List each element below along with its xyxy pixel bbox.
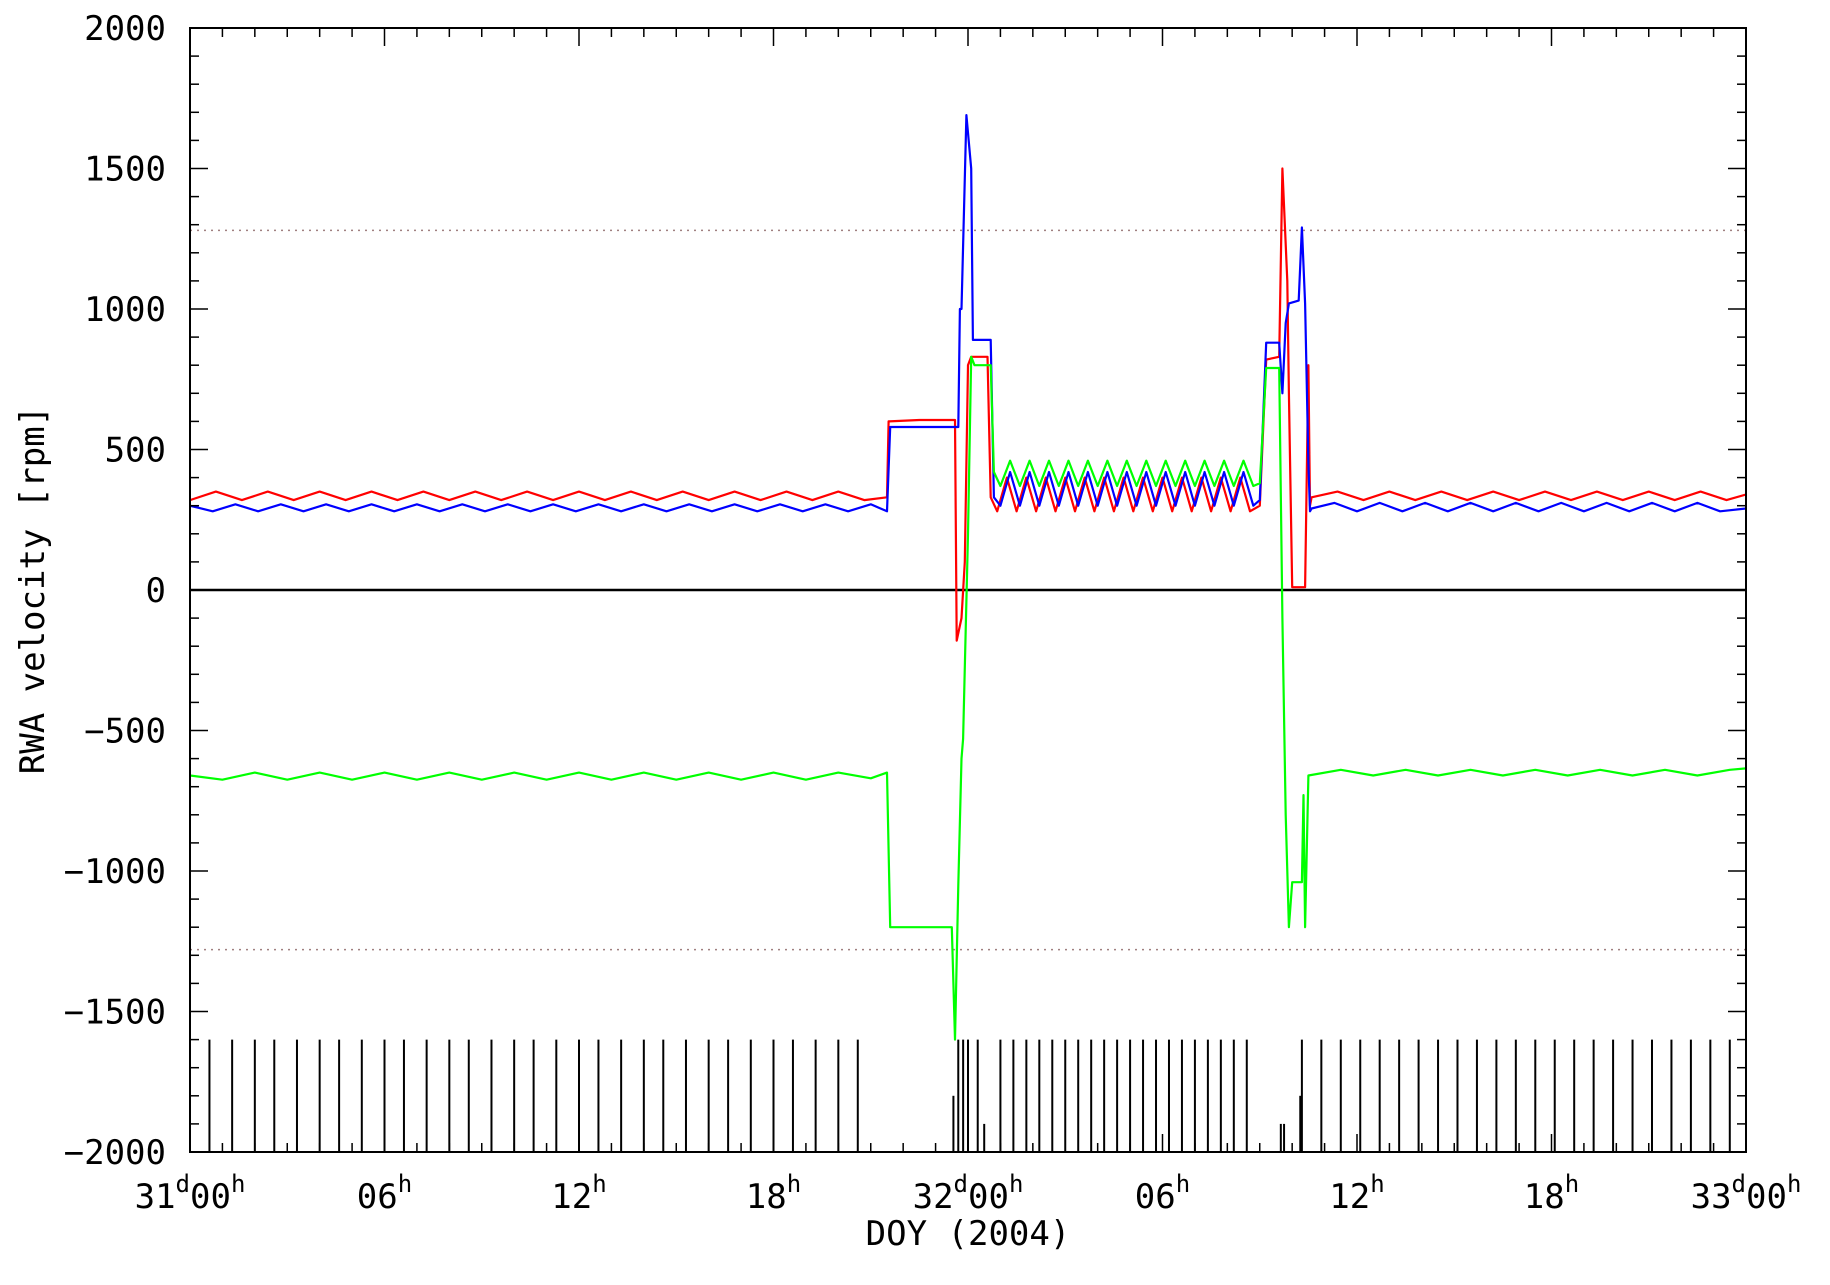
axis-ticks xyxy=(189,27,1747,1153)
x-tick-label: 06h xyxy=(357,1170,412,1217)
x-tick-label: 31d00h xyxy=(135,1170,246,1217)
x-tick-label: 18h xyxy=(746,1170,801,1217)
x-tick-label: 33d00h xyxy=(1691,1170,1802,1217)
y-tick-label: 0 xyxy=(146,571,166,611)
y-tick-label: 2000 xyxy=(84,9,166,49)
y-tick-label: 1500 xyxy=(84,150,166,190)
x-tick-label: 32d00h xyxy=(913,1170,1024,1217)
y-axis-title: RWA velocity [rpm] xyxy=(13,406,53,774)
x-tick-label: 18h xyxy=(1524,1170,1579,1217)
y-tick-labels: 2000 1500 1000 500 0 −500 −1000 −1500 −2000 xyxy=(64,9,166,1173)
y-tick-label: 1000 xyxy=(84,290,166,330)
y-tick-label: −1500 xyxy=(64,993,166,1033)
series-line-1 xyxy=(190,167,1746,642)
y-tick-label: −2000 xyxy=(64,1133,166,1173)
y-tick-label: 500 xyxy=(105,431,166,471)
x-tick-label: 12h xyxy=(551,1170,606,1217)
series-line-2 xyxy=(190,114,1746,513)
event-bars xyxy=(208,1039,1731,1152)
series-layer xyxy=(190,114,1746,1041)
y-tick-label: −1000 xyxy=(64,852,166,892)
series-line-3 xyxy=(190,355,1746,1041)
x-axis-title: DOY (2004) xyxy=(866,1214,1071,1254)
x-tick-label: 06h xyxy=(1135,1170,1190,1217)
x-tick-labels: 31d00h 06h 12h 18h 32d00h 06h 12h 18h 33d00h xyxy=(135,1170,1802,1217)
x-tick-label: 12h xyxy=(1329,1170,1384,1217)
y-tick-label: −500 xyxy=(84,712,166,752)
reference-lines xyxy=(190,229,1746,951)
